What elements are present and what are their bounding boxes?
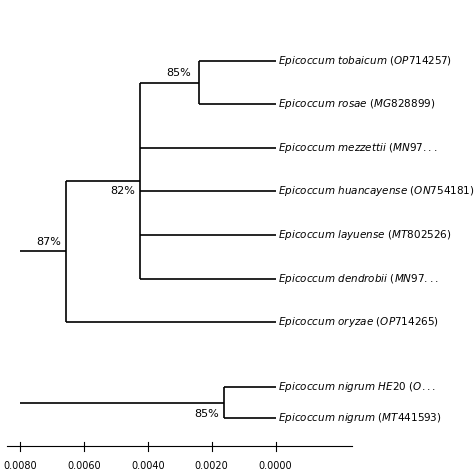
Text: $\it{Epicoccum\ nigrum\ (MT441593)}$: $\it{Epicoccum\ nigrum\ (MT441593)}$: [278, 411, 441, 425]
Text: $\it{Epicoccum\ nigrum\ HE20\ (O...}$: $\it{Epicoccum\ nigrum\ HE20\ (O...}$: [278, 381, 436, 394]
Text: 0.0040: 0.0040: [131, 462, 164, 472]
Text: $\it{Epicoccum\ mezzettii\ (MN97...}$: $\it{Epicoccum\ mezzettii\ (MN97...}$: [278, 141, 438, 155]
Text: $\it{Epicoccum\ dendrobii\ (MN97...}$: $\it{Epicoccum\ dendrobii\ (MN97...}$: [278, 272, 439, 285]
Text: 87%: 87%: [36, 237, 61, 247]
Text: $\it{Epicoccum\ oryzae\ (OP714265)}$: $\it{Epicoccum\ oryzae\ (OP714265)}$: [278, 315, 439, 329]
Text: 85%: 85%: [195, 409, 219, 419]
Text: 85%: 85%: [166, 68, 191, 78]
Text: 82%: 82%: [110, 186, 135, 196]
Text: 0.0000: 0.0000: [259, 462, 292, 472]
Text: 0.0060: 0.0060: [67, 462, 101, 472]
Text: $\it{Epicoccum\ huancayense\ (ON754181)}$: $\it{Epicoccum\ huancayense\ (ON754181)}…: [278, 184, 474, 199]
Text: $\it{Epicoccum\ layuense\ (MT802526)}$: $\it{Epicoccum\ layuense\ (MT802526)}$: [278, 228, 452, 242]
Text: 0.0080: 0.0080: [3, 462, 37, 472]
Text: 0.0020: 0.0020: [195, 462, 228, 472]
Text: $\it{Epicoccum\ rosae\ (MG828899)}$: $\it{Epicoccum\ rosae\ (MG828899)}$: [278, 97, 436, 111]
Text: $\it{Epicoccum\ tobaicum\ (OP714257)}$: $\it{Epicoccum\ tobaicum\ (OP714257)}$: [278, 54, 452, 68]
